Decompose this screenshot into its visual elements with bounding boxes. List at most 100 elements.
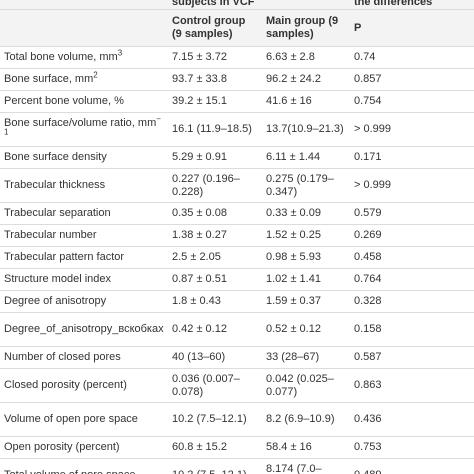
row-label: Trabecular separation [0,202,168,225]
table-row: Degree_of_anisotropy_вскобках 0.42 ± 0.12… [0,312,474,347]
table-row: Total volume of pore space 10.2 (7.5–12.1… [0,458,474,474]
table-cell: > 0.999 [350,168,474,203]
table-cell: 0.753 [350,436,474,459]
table-cell: 1.8 ± 0.43 [168,290,262,313]
header-cell: the differences [350,0,474,10]
table-row: Volume of open pore space 10.2 (7.5–12.1)… [0,402,474,437]
table-cell: > 0.999 [350,112,474,147]
table-cell: 40 (13–60) [168,346,262,369]
table-row: Trabecular number 1.38 ± 0.27 1.52 ± 0.25 0… [0,224,474,247]
row-label-text: Trabecular thickness [4,179,106,191]
row-label-sup: 3 [117,48,123,58]
table-cell: 0.587 [350,346,474,369]
table-cell: 8.174 (7.0–10.9) [262,458,350,474]
table-cell: 0.458 [350,246,474,269]
row-label: Trabecular pattern factor [0,246,168,269]
table-cell: 0.764 [350,268,474,291]
table-cell: 58.4 ± 16 [262,436,350,459]
table-row: Total bone volume, mm3 7.15 ± 3.72 6.63 ± … [0,46,474,69]
table-cell: 0.158 [350,312,474,347]
table-row: Trabecular pattern factor 2.5 ± 2.05 0.98 … [0,246,474,269]
table-cell: 0.328 [350,290,474,313]
row-label: Bone surface/volume ratio, mm− 1 [0,112,168,147]
table-cell: 10.2 (7.5–12.1) [168,458,262,474]
table-cell: 16.1 (11.9–18.5) [168,112,262,147]
table-cell: 6.63 ± 2.8 [262,46,350,69]
row-label-text: Degree_of_anisotropy_вскобках [4,323,164,335]
row-label-text: Degree of anisotropy [4,295,107,307]
row-label-sup: − 1 [4,113,161,136]
row-label: Trabecular thickness [0,168,168,203]
table-cell: 1.59 ± 0.37 [262,290,350,313]
table-row: Bone surface/volume ratio, mm− 1 16.1 (11… [0,112,474,147]
table-row: Bone surface, mm2 93.7 ± 33.8 96.2 ± 24.2 0… [0,68,474,91]
row-label-text: Total bone volume, mm [4,51,118,63]
table-cell: 0.754 [350,90,474,113]
table-cell: 1.38 ± 0.27 [168,224,262,247]
table-cell: 0.863 [350,368,474,403]
table-cell: 10.2 (7.5–12.1) [168,402,262,437]
row-label: Trabecular number [0,224,168,247]
table-row: Open porosity (percent) 60.8 ± 15.2 58.4 ±… [0,436,474,459]
row-label: Bone surface density [0,146,168,169]
row-label: Total bone volume, mm3 [0,46,168,69]
table-cell: 0.269 [350,224,474,247]
table-cell: 0.579 [350,202,474,225]
row-label-text: Bone surface density [4,151,107,163]
header-row: Control group (9 samples) Main group (9 … [0,9,474,47]
table-cell: 96.2 ± 24.2 [262,68,350,91]
row-label-text: Bone surface/volume ratio, mm [4,116,157,129]
row-label: Volume of open pore space [0,402,168,437]
table-cell: 39.2 ± 15.1 [168,90,262,113]
row-label-sup: 2 [93,70,98,80]
table-cell: 93.7 ± 33.8 [168,68,262,91]
table-row: Closed porosity (percent) 0.036 (0.007–0.… [0,368,474,403]
table-row: Trabecular separation 0.35 ± 0.08 0.33 ± 0… [0,202,474,225]
row-label-text: Structure model index [4,273,111,285]
header-cell: Main group (9 samples) [262,9,350,47]
row-label-text: Trabecular pattern factor [4,251,125,263]
table-cell: 6.11 ± 1.44 [262,146,350,169]
table-cell: 0.171 [350,146,474,169]
table-cell: 0.489 [350,458,474,474]
row-label-text: Open porosity (percent) [4,441,120,453]
table-cell: 0.275 (0.179–0.347) [262,168,350,203]
table-cell: 60.8 ± 15.2 [168,436,262,459]
table-row: Structure model index 0.87 ± 0.51 1.02 ± 1… [0,268,474,291]
row-label: Percent bone volume, % [0,90,168,113]
table-cell: 41.6 ± 16 [262,90,350,113]
header-cell: Control group (9 samples) [168,9,262,47]
table-cell: 13.7(10.9–21.3) [262,112,350,147]
row-label: Degree_of_anisotropy_вскобках [0,312,168,347]
row-label: Open porosity (percent) [0,436,168,459]
header-cell: subjects in VCF [168,0,350,10]
table-cell: 0.98 ± 5.93 [262,246,350,269]
row-label-text: Percent bone volume, % [4,95,124,107]
table-cell: 0.74 [350,46,474,69]
table-row: Number of closed pores 40 (13–60) 33 (28–6… [0,346,474,369]
row-label: Structure model index [0,268,168,291]
table-cell: 0.036 (0.007–0.078) [168,368,262,403]
table-cell: 0.35 ± 0.08 [168,202,262,225]
row-label-text: Bone surface, mm [4,73,94,85]
row-label: Degree of anisotropy [0,290,168,313]
table-cell: 5.29 ± 0.91 [168,146,262,169]
row-label: Total volume of pore space [0,458,168,474]
row-label-text: Total volume of pore space [4,469,135,474]
table-row: Bone surface density 5.29 ± 0.91 6.11 ± 1.… [0,146,474,169]
table-row: Degree of anisotropy 1.8 ± 0.43 1.59 ± 0.3… [0,290,474,313]
row-label-text: Trabecular separation [4,207,111,219]
table-cell: 0.52 ± 0.12 [262,312,350,347]
table-cell: 7.15 ± 3.72 [168,46,262,69]
table-cell: 33 (28–67) [262,346,350,369]
table-cell: 0.042 (0.025–0.077) [262,368,350,403]
header-row: subjects in VCF the differences [0,0,474,10]
table-cell: 0.857 [350,68,474,91]
row-label-text: Closed porosity (percent) [4,379,127,391]
table-cell: 8.2 (6.9–10.9) [262,402,350,437]
row-label-text: Number of closed pores [4,351,121,363]
row-label-text: Trabecular number [4,229,97,241]
